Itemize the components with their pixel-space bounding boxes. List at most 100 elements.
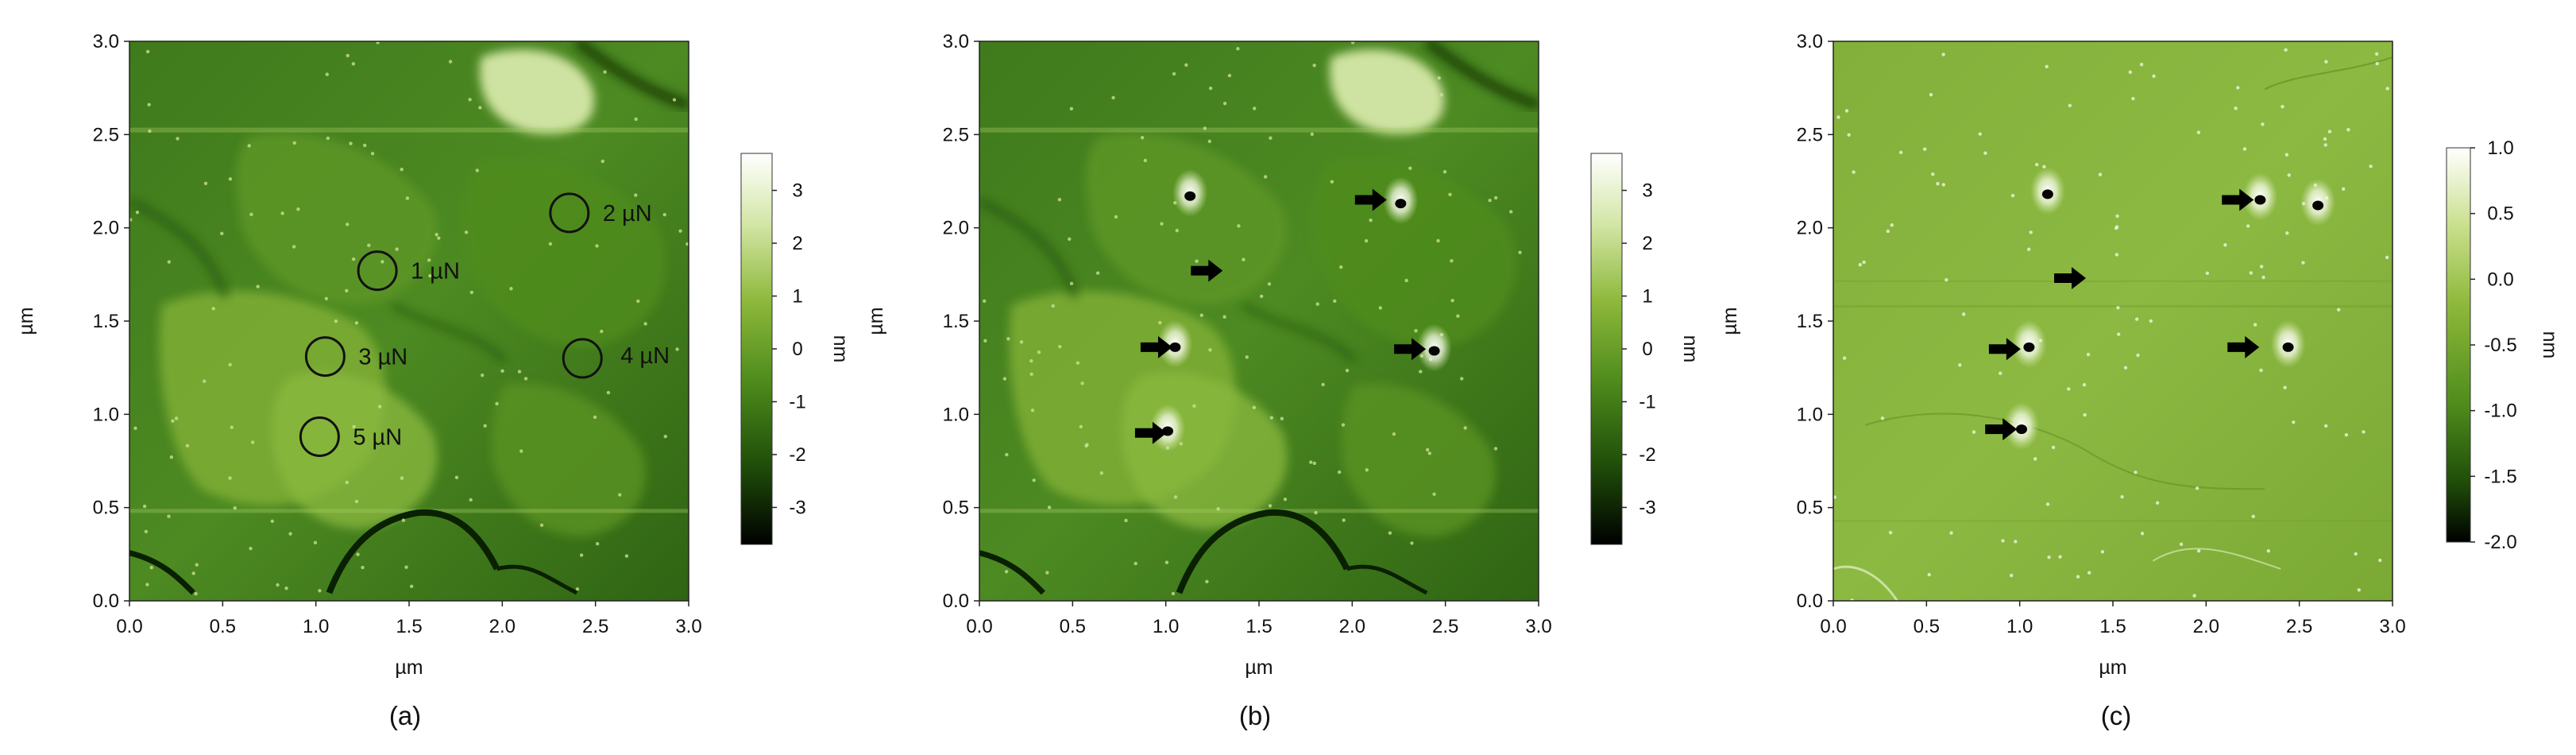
surface-particle [2014, 540, 2018, 544]
surface-particle [1890, 223, 1894, 227]
indent-pit [2016, 424, 2028, 435]
surface-particle [1222, 315, 1226, 319]
surface-particle [548, 242, 553, 246]
colorbar-tick-label: 1 [1642, 286, 1652, 308]
force-label: 4 µN [620, 343, 670, 369]
colorbar-tick-label: 0 [1642, 339, 1652, 360]
surface-particle [1037, 350, 1041, 354]
surface-particle [1222, 101, 1227, 106]
x-tick-label: 2.5 [2286, 616, 2312, 637]
surface-particle [600, 329, 604, 334]
surface-particle [404, 565, 408, 569]
surface-particle [469, 290, 474, 295]
surface-particle [2234, 106, 2238, 110]
surface-particle [1058, 345, 1062, 349]
surface-particle [1263, 175, 1268, 179]
surface-particle [2026, 247, 2031, 251]
surface-particle [250, 440, 255, 444]
surface-particle [1392, 432, 1396, 436]
surface-particle [1333, 299, 1337, 303]
surface-particle [228, 476, 232, 480]
surface-particle [249, 546, 253, 551]
x-tick-label: 2.0 [489, 616, 516, 637]
surface-particle [284, 586, 288, 590]
surface-particle [1858, 262, 1863, 267]
surface-particle [2344, 432, 2349, 437]
surface-particle [1184, 63, 1188, 67]
surface-particle [1341, 423, 1346, 427]
surface-particle [1312, 461, 1317, 466]
surface-particle [495, 401, 499, 406]
surface-particle [1844, 109, 1849, 113]
colorbar-tick-label: 3 [1642, 180, 1652, 202]
surface-particle [515, 85, 519, 89]
surface-particle [1833, 495, 1836, 499]
surface-particle [1236, 47, 1240, 51]
surface-particle [1852, 170, 1856, 174]
surface-particle [2136, 353, 2140, 358]
indent-pit [1184, 191, 1196, 201]
y-tick-label: 0.0 [1797, 590, 1823, 612]
surface-particle [1205, 579, 1209, 583]
topography-surface [129, 41, 689, 601]
x-tick-label: 1.0 [1153, 616, 1179, 637]
surface-particle [575, 587, 580, 591]
surface-particle [2246, 224, 2250, 228]
indent-marker-circle [357, 250, 398, 292]
surface-particle [1419, 370, 1423, 374]
surface-particle [1195, 259, 1199, 263]
colorbar-label: nm [1679, 335, 1701, 363]
panel-a: 1 µN 2 µN 3 µN 4 µN 5 µN 0.0 0.5 1.0 1.5 2.0 2.5 3.… [15, 31, 852, 730]
colorbar-tick-label: 1 [792, 286, 802, 308]
surface-particle [247, 144, 251, 148]
surface-particle [1898, 150, 1903, 154]
surface-particle [500, 369, 504, 373]
force-label: 2 µN [603, 201, 652, 226]
surface-particle [324, 296, 329, 301]
x-tick-label: 0.0 [116, 616, 142, 637]
surface-particle [1427, 451, 1432, 455]
x-tick-label: 3.0 [675, 616, 701, 637]
y-tick-label: 2.0 [943, 218, 969, 239]
surface-particle [603, 70, 607, 74]
surface-particle [400, 168, 404, 172]
surface-particle [1267, 282, 1272, 286]
surface-particle [1164, 560, 1169, 564]
surface-particle [2009, 573, 2014, 578]
surface-particle [149, 565, 153, 570]
y-tick-label: 2.5 [93, 124, 119, 145]
y-tick-label: 1.0 [93, 404, 119, 425]
surface-particle [1999, 371, 2002, 375]
surface-particle [672, 98, 677, 102]
surface-particle [1175, 228, 1180, 233]
surface-particle [1410, 541, 1414, 545]
colorbar-tick-label: -2 [789, 444, 805, 466]
colorbar-tick-label: 0 [792, 339, 802, 360]
surface-particle [276, 583, 280, 587]
surface-particle [1114, 215, 1118, 219]
surface-particle [2362, 430, 2366, 434]
surface-particle [1338, 470, 1342, 474]
x-tick-label: 1.5 [396, 616, 422, 637]
surface-particle [2195, 486, 2199, 490]
surface-particle [1079, 424, 1083, 429]
colorbar-tick-label: 0.0 [2487, 269, 2513, 290]
surface-particle [169, 455, 174, 459]
surface-particle [2385, 255, 2389, 260]
surface-particle [1972, 430, 1976, 434]
surface-particle [1216, 507, 1220, 511]
surface-particle [624, 554, 629, 558]
surface-particle [1927, 572, 1931, 577]
surface-particle [1404, 278, 1408, 283]
surface-particle [2259, 368, 2263, 373]
surface-particle [1945, 277, 1948, 282]
surface-particle [288, 532, 292, 536]
surface-particle [2337, 308, 2341, 312]
indent-pit [1169, 342, 1181, 352]
surface-particle [185, 443, 190, 448]
surface-particle [1321, 382, 1325, 387]
surface-particle [1345, 369, 1350, 373]
topography-surface [1833, 41, 2393, 601]
surface-particle [2114, 225, 2119, 229]
surface-particle [678, 229, 682, 233]
